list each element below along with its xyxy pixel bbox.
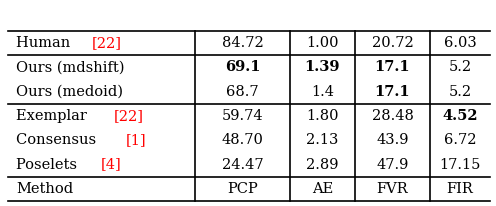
Text: 43.9: 43.9 <box>376 133 409 147</box>
Text: 4.52: 4.52 <box>442 109 478 123</box>
Text: 17.15: 17.15 <box>439 158 481 172</box>
Text: 5.2: 5.2 <box>448 60 472 74</box>
Text: 59.74: 59.74 <box>222 109 263 123</box>
Text: 1.00: 1.00 <box>306 36 339 50</box>
Text: 6.03: 6.03 <box>443 36 476 50</box>
Text: 68.7: 68.7 <box>226 85 259 99</box>
Text: Consensus: Consensus <box>16 133 101 147</box>
Text: FVR: FVR <box>376 182 408 196</box>
Text: 84.72: 84.72 <box>222 36 263 50</box>
Text: 17.1: 17.1 <box>374 85 410 99</box>
Text: 5.2: 5.2 <box>448 85 472 99</box>
Text: 47.9: 47.9 <box>376 158 409 172</box>
Text: Method: Method <box>16 182 73 196</box>
Text: [4]: [4] <box>101 158 122 172</box>
Text: [1]: [1] <box>125 133 146 147</box>
Text: Exemplar: Exemplar <box>16 109 91 123</box>
Text: 20.72: 20.72 <box>372 36 413 50</box>
Text: [22]: [22] <box>92 36 122 50</box>
Text: 69.1: 69.1 <box>225 60 260 74</box>
Text: 28.48: 28.48 <box>372 109 414 123</box>
Text: [22]: [22] <box>114 109 143 123</box>
Text: PCP: PCP <box>227 182 258 196</box>
Text: Human: Human <box>16 36 75 50</box>
Text: 1.39: 1.39 <box>305 60 340 74</box>
Text: Ours (mdshift): Ours (mdshift) <box>16 60 124 74</box>
Text: 1.80: 1.80 <box>306 109 339 123</box>
Text: 17.1: 17.1 <box>374 60 410 74</box>
Text: 24.47: 24.47 <box>222 158 263 172</box>
Text: Poselets: Poselets <box>16 158 82 172</box>
Text: 1.4: 1.4 <box>311 85 334 99</box>
Text: 2.89: 2.89 <box>306 158 339 172</box>
Text: 6.72: 6.72 <box>444 133 476 147</box>
Text: 48.70: 48.70 <box>222 133 263 147</box>
Text: AE: AE <box>312 182 333 196</box>
Text: 2.13: 2.13 <box>307 133 339 147</box>
Text: Ours (medoid): Ours (medoid) <box>16 85 123 99</box>
Text: FIR: FIR <box>446 182 473 196</box>
